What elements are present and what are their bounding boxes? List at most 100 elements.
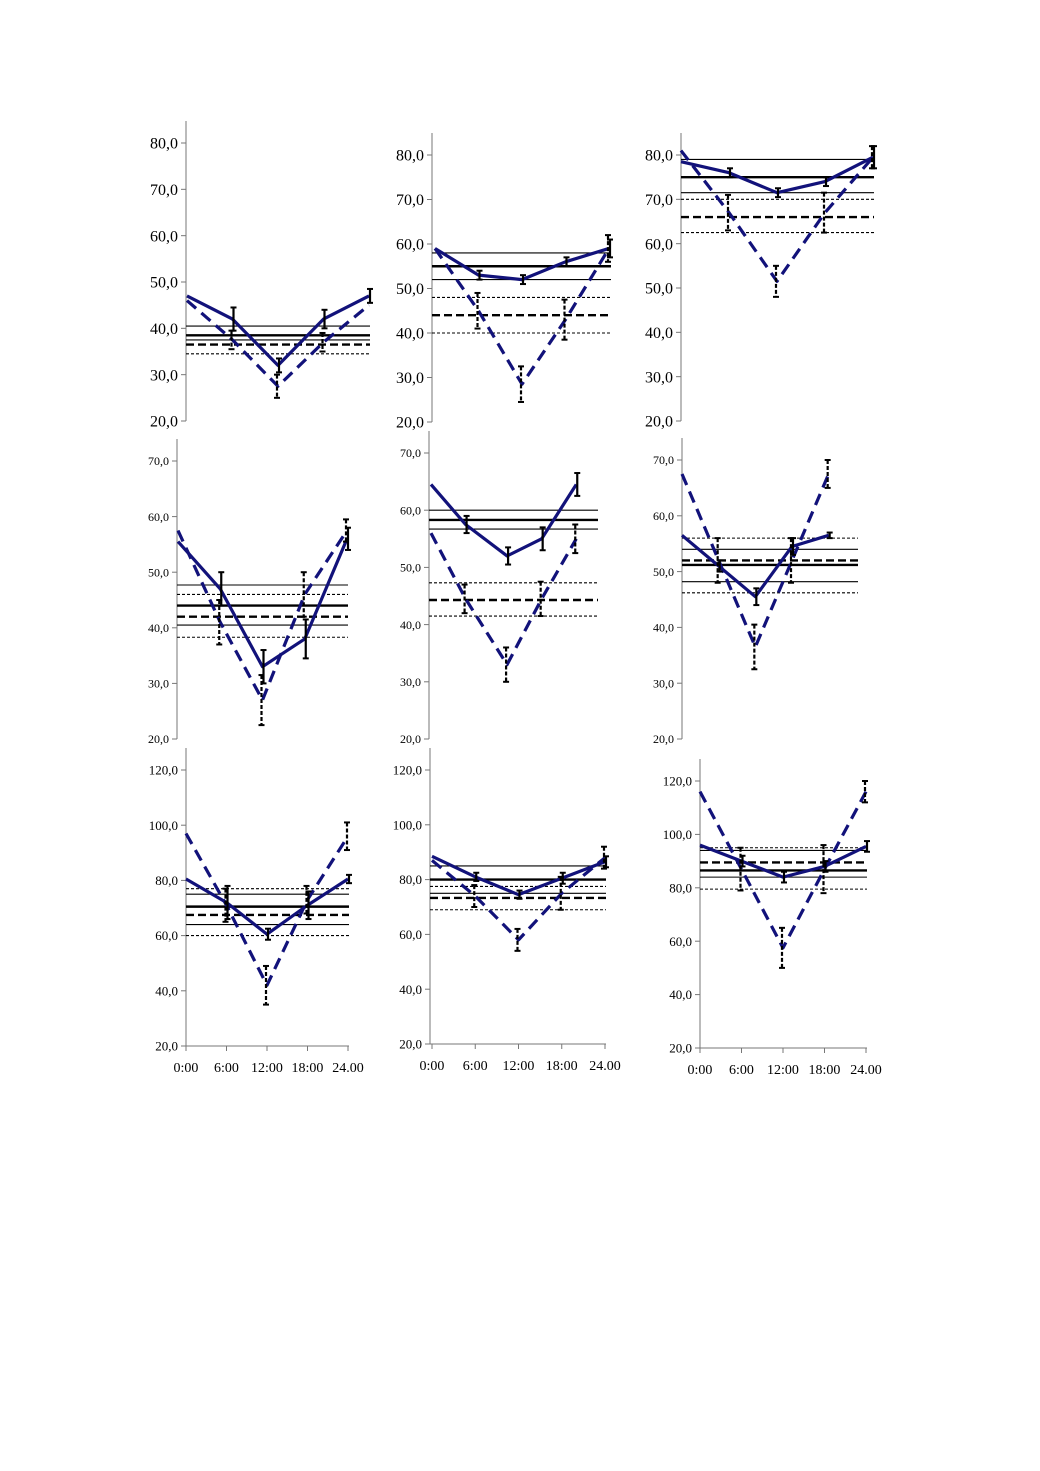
- error-bar-solid: [473, 871, 480, 882]
- y-tick-label: 50,0: [396, 281, 424, 298]
- y-tick-label: 60,0: [150, 228, 178, 245]
- y-tick-label: 70,0: [396, 192, 424, 209]
- x-tick-label: 6:00: [729, 1063, 754, 1078]
- y-tick-label: 30,0: [150, 367, 178, 384]
- y-tick-label: 70,0: [400, 446, 421, 460]
- y-tick-label: 60,0: [653, 509, 674, 523]
- y-tick-label: 30,0: [400, 675, 421, 689]
- error-bar-dashed: [537, 580, 544, 618]
- y-tick-label: 100,0: [149, 818, 178, 833]
- chart-panel-7: 20,0 40,0 60,0 80,0 100,0 120,0 0:00 6:00 12:00 1…: [149, 748, 364, 1076]
- x-tick-label: 24.00: [850, 1063, 882, 1078]
- error-bar-solid: [781, 870, 787, 884]
- y-tick-label: 20,0: [653, 732, 674, 746]
- chart-panel-8: 20,0 40,0 60,0 80,0 100,0 120,0 0:00 6:00 12:00 1…: [393, 748, 621, 1074]
- y-tick-label: 20,0: [155, 1039, 178, 1054]
- error-bar-dashed: [869, 145, 875, 170]
- y-tick-label: 60,0: [155, 928, 178, 943]
- y-tick-label: 50,0: [645, 281, 673, 298]
- error-bar-dashed: [503, 646, 510, 683]
- error-bar-dashed: [601, 845, 607, 870]
- y-tick-label: 40,0: [148, 621, 169, 635]
- x-tick-label: 12:00: [251, 1061, 283, 1076]
- error-bar-dashed: [572, 523, 579, 555]
- y-tick-label: 120,0: [393, 763, 422, 778]
- error-bar-dashed: [561, 298, 568, 341]
- error-bar-dashed: [725, 193, 731, 232]
- y-tick-label: 20,0: [400, 732, 421, 746]
- y-tick-label: 60,0: [399, 927, 422, 942]
- error-bar-dashed: [605, 234, 611, 263]
- y-tick-label: 40,0: [653, 621, 674, 635]
- error-bar-solid: [823, 176, 829, 188]
- y-tick-label: 40,0: [399, 982, 422, 997]
- x-tick-label: 6:00: [463, 1059, 488, 1074]
- chart-panel-9: 20,0 40,0 60,0 80,0 100,0 120,0 0:00 6:00 12:00 1…: [663, 759, 882, 1078]
- error-bar-solid: [476, 269, 483, 281]
- chart-panel-4: 20,0 30,0 40,0 50,0 60,0 70,0: [148, 439, 351, 746]
- y-tick-label: 60,0: [669, 934, 692, 949]
- error-bar-solid: [574, 472, 581, 497]
- x-tick-label: 24.00: [332, 1061, 364, 1076]
- y-tick-label: 80,0: [396, 148, 424, 165]
- y-tick-label: 80,0: [150, 136, 178, 153]
- x-tick-label: 12:00: [767, 1063, 799, 1078]
- y-tick-label: 50,0: [150, 275, 178, 292]
- y-tick-label: 120,0: [663, 774, 692, 789]
- error-bar-dashed: [258, 674, 265, 727]
- y-tick-label: 40,0: [150, 321, 178, 338]
- error-bar-solid: [346, 873, 352, 885]
- series-line-dashed: [430, 856, 607, 942]
- error-bar-dashed: [222, 887, 229, 923]
- y-tick-label: 60,0: [396, 237, 424, 254]
- error-bar-solid: [563, 256, 570, 268]
- x-tick-label: 18:00: [546, 1059, 578, 1074]
- y-tick-label: 30,0: [653, 676, 674, 690]
- error-bar-dashed: [820, 844, 827, 895]
- error-bar-solid: [539, 526, 546, 552]
- error-bar-solid: [607, 238, 613, 259]
- chart-panel-6: 20,0 30,0 40,0 50,0 60,0 70,0: [653, 438, 858, 746]
- error-bar-solid: [520, 274, 526, 286]
- x-tick-label: 18:00: [292, 1061, 324, 1076]
- error-bar-dashed: [518, 365, 524, 403]
- y-tick-label: 30,0: [148, 677, 169, 691]
- y-tick-label: 120,0: [149, 763, 178, 778]
- chart-panel-1: 20,0 30,0 40,0 50,0 60,0 70,0 80,0: [150, 121, 373, 431]
- y-tick-label: 20,0: [148, 732, 169, 746]
- y-tick-label: 80,0: [155, 873, 178, 888]
- y-tick-label: 20,0: [669, 1041, 692, 1056]
- error-bar-dashed: [737, 846, 744, 892]
- error-bar-dashed: [751, 623, 758, 671]
- series-line-dashed: [185, 299, 371, 388]
- y-tick-label: 80,0: [669, 880, 692, 895]
- error-bar-solid: [321, 308, 328, 330]
- y-tick-label: 60,0: [400, 503, 421, 517]
- x-tick-label: 18:00: [809, 1063, 841, 1078]
- error-bar-dashed: [263, 964, 269, 1006]
- x-tick-label: 0:00: [174, 1061, 199, 1076]
- y-tick-label: 40,0: [669, 987, 692, 1002]
- y-tick-label: 30,0: [396, 370, 424, 387]
- error-bar-solid: [826, 531, 833, 540]
- error-bar-solid: [753, 587, 760, 607]
- y-tick-label: 100,0: [663, 827, 692, 842]
- y-tick-label: 40,0: [155, 983, 178, 998]
- error-bar-dashed: [216, 599, 223, 646]
- x-tick-label: 0:00: [420, 1059, 445, 1074]
- error-bar-solid: [727, 167, 733, 179]
- error-bar-solid: [302, 618, 309, 660]
- y-tick-label: 20,0: [150, 414, 178, 431]
- series-line-dashed: [184, 832, 350, 987]
- y-tick-label: 20,0: [399, 1037, 422, 1052]
- x-tick-label: 6:00: [214, 1061, 239, 1076]
- y-tick-label: 80,0: [399, 872, 422, 887]
- y-tick-label: 20,0: [645, 414, 673, 431]
- y-tick-label: 100,0: [393, 817, 422, 832]
- error-bar-dashed: [343, 518, 349, 543]
- error-bar-dashed: [461, 583, 468, 615]
- x-tick-label: 0:00: [688, 1063, 713, 1078]
- error-bar-dashed: [514, 927, 521, 952]
- chart-panel-2: 20,0 30,0 40,0 50,0 60,0 70,0 80,0: [396, 133, 613, 432]
